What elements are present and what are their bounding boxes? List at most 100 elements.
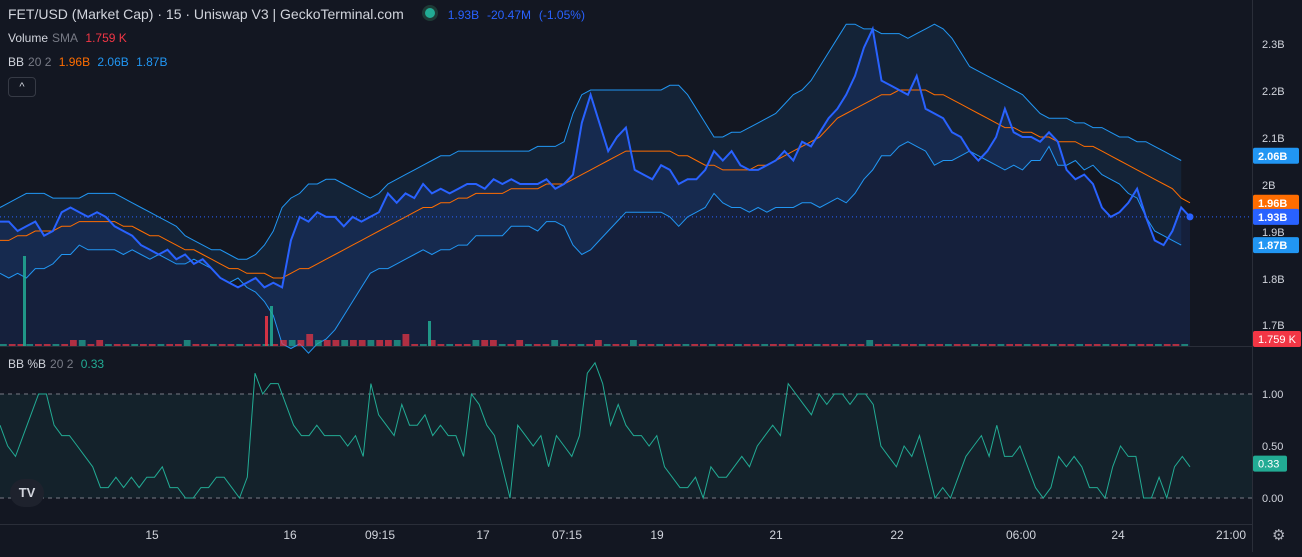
volume-bar <box>638 344 646 346</box>
volume-bar <box>603 344 611 346</box>
volume-bar <box>157 344 165 346</box>
volume-bar <box>857 344 865 346</box>
volume-bar <box>490 340 497 346</box>
volume-bar <box>1102 344 1110 346</box>
bbp-tick-label: 1.00 <box>1262 389 1283 401</box>
market-status-icon <box>421 5 438 21</box>
volume-value: 1.759 K <box>85 31 127 45</box>
volume-bar <box>428 340 436 346</box>
volume-bar <box>682 344 690 346</box>
volume-bar <box>796 344 804 346</box>
time-tick-label: 09:15 <box>365 528 395 542</box>
volume-bar <box>1111 344 1119 346</box>
volume-bar <box>122 344 130 346</box>
time-tick-label: 21 <box>769 528 783 542</box>
volume-bar <box>630 340 637 346</box>
volume-bar <box>1093 344 1101 346</box>
bbp-tick-label: 0.00 <box>1262 493 1283 505</box>
volume-bar <box>560 344 567 346</box>
bb-basis-value: 1.96B <box>58 55 91 69</box>
volume-bar <box>323 340 331 346</box>
volume-bar <box>367 340 375 346</box>
volume-bar <box>997 344 1005 346</box>
volume-bar <box>201 344 209 346</box>
price-change: -20.47M <box>487 8 532 22</box>
bb-upper-line <box>0 23 1182 260</box>
volume-bar <box>936 344 944 346</box>
time-tick-label: 24 <box>1111 528 1125 542</box>
volume-bar <box>498 344 506 346</box>
price-tick-label: 2.1B <box>1262 133 1285 145</box>
volume-bar <box>822 344 830 346</box>
volume-bar <box>752 344 760 346</box>
price-badge-label: 1.93B <box>1258 212 1287 224</box>
time-tick-label: 19 <box>650 528 664 542</box>
volume-bar <box>910 344 917 346</box>
bbp-value: 0.33 <box>80 357 105 371</box>
price-tick-label: 1.7B <box>1262 320 1285 332</box>
price-badge-label: 1.96B <box>1258 198 1287 210</box>
time-tick-label: 16 <box>283 528 297 542</box>
volume-bar <box>813 344 821 346</box>
volume-bar <box>1146 344 1154 346</box>
volume-bar <box>1041 344 1049 346</box>
volume-bar <box>875 344 882 346</box>
volume-bar <box>1050 344 1057 346</box>
volume-bar <box>866 340 874 346</box>
bb-params: 20 2 <box>28 55 52 69</box>
volume-bar <box>647 344 655 346</box>
volume-bar <box>78 340 86 346</box>
volume-bar <box>297 340 305 346</box>
volume-bar <box>735 344 742 346</box>
volume-bar <box>148 344 156 346</box>
volume-bar <box>271 344 279 346</box>
bbp-legend[interactable]: BB %B 20 2 0.33 <box>8 357 108 371</box>
gear-icon[interactable]: ⚙ <box>1272 527 1286 544</box>
symbol-title[interactable]: FET/USD (Market Cap) · 15 · Uniswap V3 |… <box>8 6 404 22</box>
price-badge <box>1253 194 1299 211</box>
last-price: 1.93B <box>447 8 480 22</box>
volume-bar <box>577 344 585 346</box>
volume-bar <box>883 344 891 346</box>
volume-bar <box>1155 344 1162 346</box>
volume-bar <box>43 344 51 346</box>
volume-bar <box>175 344 182 346</box>
volume-bar <box>831 344 839 346</box>
volume-bar <box>280 340 287 346</box>
volume-bar <box>621 344 629 346</box>
volume-bar <box>1172 344 1180 346</box>
price-badge <box>1253 208 1299 225</box>
time-tick-label: 17 <box>476 528 490 542</box>
volume-bar <box>70 340 77 346</box>
volume-bar <box>918 344 926 346</box>
volume-bar <box>393 340 401 346</box>
volume-bar <box>525 344 532 346</box>
bbp-tick-label: 0.50 <box>1262 441 1283 453</box>
volume-legend[interactable]: Volume SMA 1.759 K <box>8 31 131 45</box>
volume-bar <box>428 321 431 346</box>
volume-bar <box>840 344 847 346</box>
bbp-badge <box>1253 455 1287 472</box>
volume-bar <box>358 340 366 346</box>
volume-bar <box>210 344 217 346</box>
volume-bar <box>87 344 95 346</box>
collapse-legend-button[interactable]: ^ <box>8 77 36 97</box>
volume-bar <box>761 344 769 346</box>
volume-bar <box>96 340 104 346</box>
volume-bar <box>700 344 707 346</box>
volume-bar <box>805 344 812 346</box>
time-tick-label: 22 <box>890 528 904 542</box>
volume-bar <box>376 340 384 346</box>
bb-legend[interactable]: BB 20 2 1.96B 2.06B 1.87B <box>8 55 171 69</box>
volume-bar <box>227 344 235 346</box>
volume-bar <box>612 344 620 346</box>
volume-bar <box>1006 344 1014 346</box>
volume-bar <box>23 256 26 346</box>
volume-bar <box>1067 344 1075 346</box>
volume-bar <box>1076 344 1084 346</box>
volume-bar <box>1163 344 1171 346</box>
bb-basis-line <box>0 89 1191 279</box>
tradingview-logo[interactable]: TV <box>10 479 44 507</box>
